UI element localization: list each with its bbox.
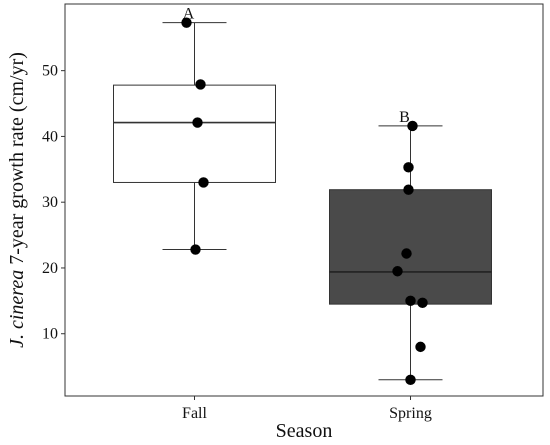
spring-point-1 [407,120,418,132]
y-axis: 10 20 30 40 50 [42,63,65,343]
x-tick-label-spring: Spring [389,405,432,422]
y-axis-title-rest: 7-year growth rate (cm/yr) [6,52,28,270]
spring-box [329,189,492,305]
fall-point-1 [181,17,192,28]
points-layer [181,17,428,385]
spring-point-9 [405,374,416,385]
x-tick-label-fall: Fall [182,405,207,422]
spring-point-7 [417,297,428,309]
fall-box [113,84,276,183]
fall-point-3 [192,117,203,128]
spring-point-4 [401,248,412,259]
fall-point-5 [190,244,201,255]
fall-point-4 [198,177,209,188]
spring-point-3 [403,184,414,195]
x-axis-title: Season [276,420,333,442]
y-tick-label-10: 10 [42,326,58,343]
y-tick-label-30: 30 [42,194,58,211]
spring-point-8 [415,341,426,353]
x-axis: Fall Spring [182,396,432,422]
spring-point-6 [405,295,416,307]
y-tick-label-50: 50 [42,63,58,80]
spring-group-letter: B [399,109,410,126]
y-axis-title-italic: J. cinerea [6,270,28,348]
spring-point-5 [392,266,403,277]
y-tick-label-40: 40 [42,128,58,145]
spring-point-2 [403,162,414,173]
y-tick-label-20: 20 [42,260,58,277]
fall-point-2 [195,79,206,90]
y-axis-title: J. cinerea 7-year growth rate (cm/yr) [6,52,28,348]
